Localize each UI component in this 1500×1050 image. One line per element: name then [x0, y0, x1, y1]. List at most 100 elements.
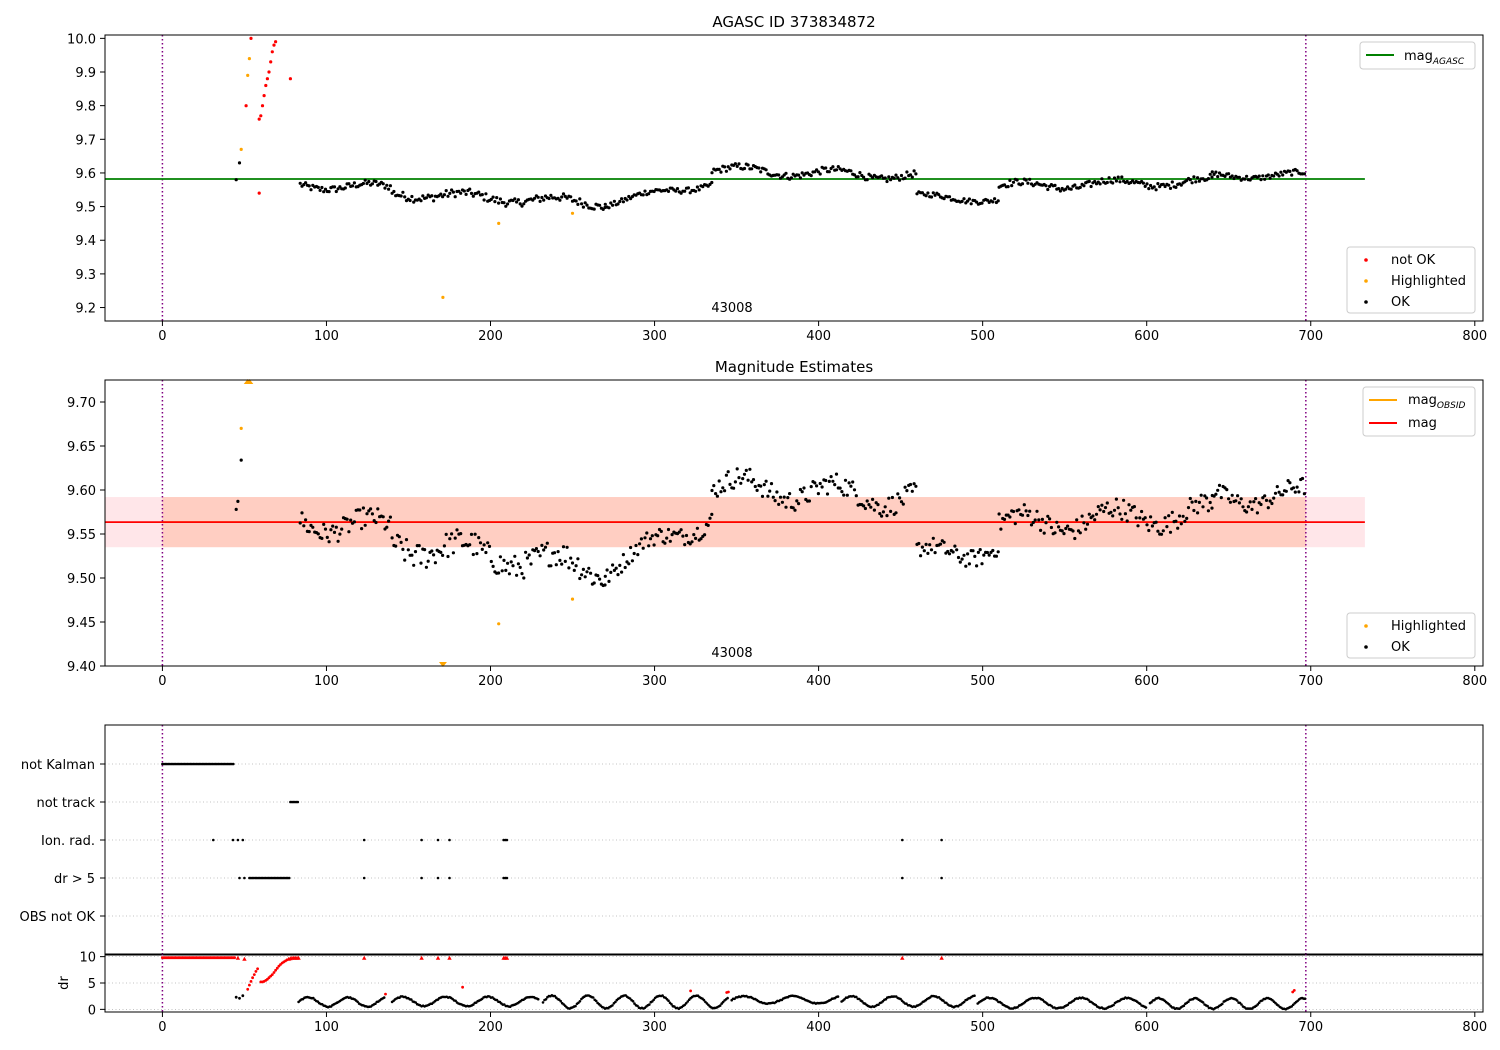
data-point: [901, 838, 904, 842]
data-point: [234, 507, 238, 511]
data-point: [1179, 522, 1183, 526]
data-point: [614, 1000, 617, 1004]
data-point: [298, 521, 302, 525]
data-point: [585, 570, 589, 574]
data-point: [1111, 181, 1115, 185]
data-point: [708, 516, 712, 520]
data-point: [444, 532, 448, 537]
data-point: [1055, 520, 1059, 524]
data-point: [589, 571, 593, 575]
series-not-ok: [244, 36, 292, 195]
y-tick-label: 10: [79, 951, 96, 966]
data-point: [656, 534, 660, 538]
data-point: [433, 561, 437, 565]
data-point: [1131, 179, 1135, 183]
data-point: [1064, 187, 1068, 191]
data-point: [1252, 500, 1256, 504]
data-point: [784, 171, 788, 175]
x-tick-label: 200: [478, 329, 503, 344]
data-point: [540, 543, 544, 548]
data-point: [1210, 506, 1214, 510]
data-point: [570, 597, 575, 601]
data-point: [1011, 180, 1016, 184]
data-point: [516, 198, 521, 202]
data-point: [641, 193, 645, 197]
data-point: [1129, 508, 1133, 512]
data-point: [591, 996, 595, 999]
data-point: [520, 204, 524, 208]
data-point: [666, 189, 671, 193]
data-point: [807, 499, 812, 503]
legend-label: not OK: [1391, 253, 1436, 268]
data-point: [652, 998, 655, 1002]
data-point: [1105, 501, 1109, 505]
data-point: [1144, 1006, 1148, 1009]
data-point: [574, 1004, 577, 1008]
data-point: [450, 188, 454, 192]
data-point: [1235, 999, 1239, 1002]
data-point: [684, 533, 689, 538]
data-point: [933, 193, 937, 197]
data-point: [946, 549, 950, 554]
data-point: [385, 183, 389, 187]
data-point: [695, 526, 700, 530]
data-point: [410, 553, 414, 557]
data-point: [1112, 1003, 1115, 1007]
data-point: [329, 528, 333, 532]
data-point: [1156, 182, 1160, 186]
data-point: [384, 992, 387, 996]
data-point: [1060, 529, 1064, 533]
data-point: [1136, 524, 1140, 528]
data-point: [929, 195, 934, 199]
data-point: [545, 541, 549, 545]
data-point: [1149, 515, 1153, 519]
y-tick-label: 9.60: [67, 484, 96, 499]
data-point: [334, 189, 338, 194]
data-point: [962, 1000, 966, 1004]
data-point: [778, 495, 783, 499]
data-point: [999, 527, 1003, 531]
flag-row-label: dr > 5: [54, 872, 95, 887]
data-point: [991, 548, 995, 553]
x-tick-label: 0: [158, 1020, 166, 1035]
data-point: [1228, 500, 1232, 504]
data-point: [847, 481, 851, 485]
data-point: [926, 551, 930, 556]
data-point: [1170, 180, 1174, 184]
data-point: [1071, 529, 1075, 533]
data-point: [1163, 184, 1167, 189]
data-point: [439, 192, 443, 196]
data-point: [900, 955, 905, 960]
data-point: [1112, 508, 1117, 512]
y-axis: 0 5 10: [79, 951, 105, 1018]
plot-area: [105, 379, 1365, 667]
data-point: [872, 508, 877, 512]
data-point: [742, 472, 747, 476]
data-point: [420, 838, 423, 842]
x-tick-label: 200: [478, 1020, 503, 1035]
data-point: [1132, 505, 1136, 509]
data-point: [1219, 496, 1223, 500]
data-point: [914, 172, 918, 176]
data-point: [246, 73, 250, 77]
data-point: [403, 195, 407, 199]
data-point: [558, 198, 562, 202]
data-point: [251, 976, 255, 980]
data-point: [248, 983, 251, 987]
x-tick-label: 700: [1298, 329, 1323, 344]
data-point: [421, 194, 425, 198]
data-point: [598, 577, 602, 581]
data-point: [448, 838, 451, 842]
data-point: [786, 496, 790, 500]
data-point: [453, 195, 457, 199]
data-point: [238, 876, 241, 880]
data-point: [782, 495, 786, 499]
data-point: [540, 195, 544, 200]
data-point: [1268, 176, 1272, 180]
data-point: [362, 838, 366, 842]
data-point: [430, 549, 434, 553]
data-point: [611, 563, 615, 567]
data-point: [750, 480, 754, 484]
data-point: [1026, 181, 1030, 185]
data-point: [955, 548, 959, 552]
